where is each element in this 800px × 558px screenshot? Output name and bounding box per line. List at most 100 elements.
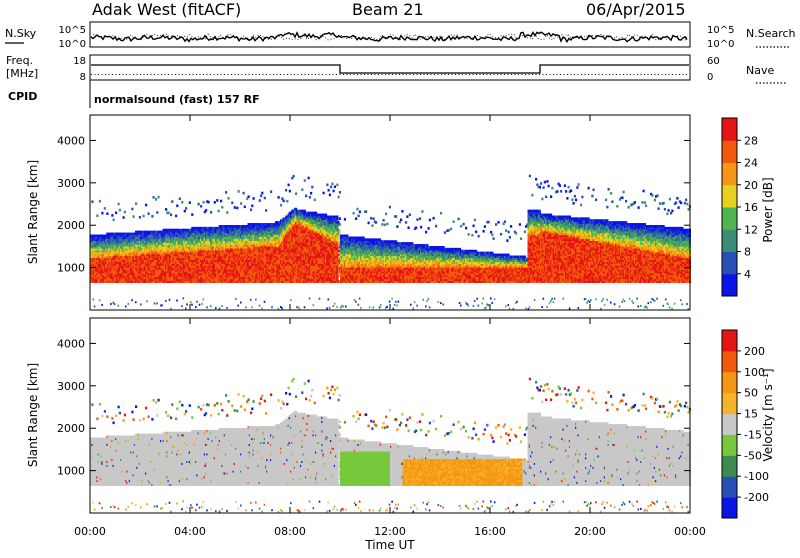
power-cell (154, 303, 156, 305)
power-cell (156, 211, 158, 214)
power-cell (195, 306, 197, 308)
power-cell (260, 195, 262, 198)
power-cell (236, 207, 238, 210)
power-cell (201, 303, 203, 305)
power-cell (270, 190, 272, 193)
power-cell (240, 302, 242, 304)
noise-tick-right-top: 10^5 (707, 25, 734, 36)
power-cell (221, 206, 223, 209)
power-cell (231, 202, 233, 205)
power-cell (191, 213, 193, 216)
power-cell (153, 196, 155, 199)
freq-label-line2: [MHz] (6, 67, 38, 80)
power-cell (200, 205, 202, 208)
power-cell (245, 306, 247, 308)
rti-plot: Adak West (fitACF) Beam 21 06/Apr/2015 N… (0, 0, 800, 554)
freq-tick-bottom: 8 (80, 72, 86, 83)
power-cell (183, 297, 185, 299)
power-cell (169, 299, 171, 301)
freq-frame (90, 55, 690, 80)
power-cell (210, 211, 212, 214)
power-cell (125, 306, 127, 308)
power-cell (93, 299, 95, 301)
power-cell (133, 215, 135, 218)
power-cell (280, 204, 282, 207)
power-cell (216, 199, 218, 202)
freq-label-line1: Freq. (6, 54, 33, 67)
power-cell (111, 214, 113, 217)
power-cell (271, 306, 273, 308)
power-cell (148, 212, 150, 215)
power-cell (208, 201, 210, 204)
power-cell (264, 301, 266, 303)
power-cell (259, 305, 261, 307)
nave-tick-top: 60 (707, 56, 720, 67)
power-cell (255, 299, 257, 301)
power-cell (251, 306, 253, 308)
power-cell (179, 198, 181, 201)
power-cell (119, 209, 121, 212)
cpid-label: CPID (8, 90, 37, 103)
power-cell (288, 184, 290, 187)
power-cell (155, 198, 157, 201)
noise-sky-line (91, 32, 687, 42)
nave-label: Nave (746, 64, 774, 77)
rti-figure: Adak West (fitACF) Beam 21 06/Apr/2015 N… (0, 0, 800, 554)
power-cell (135, 202, 137, 205)
power-cell (281, 307, 283, 309)
power-cell (170, 214, 172, 217)
power-cell (278, 308, 280, 310)
noise-tick-left-bottom: 10^0 (59, 39, 86, 50)
power-cell (124, 211, 126, 214)
noise-panel: N.Sky 10^5 10^0 10^5 10^0 N.Search (5, 22, 796, 50)
power-cell (243, 192, 245, 195)
power-cell (261, 307, 263, 309)
freq-tick-top: 18 (73, 56, 86, 67)
power-heatmap (90, 175, 691, 310)
power-cell (278, 196, 280, 199)
power-cell (131, 208, 133, 211)
freq-trace (91, 65, 689, 73)
power-cell (176, 300, 178, 302)
date-title: 06/Apr/2015 (586, 0, 686, 19)
power-cell (289, 190, 291, 193)
power-cell (250, 209, 252, 212)
power-cell (210, 305, 212, 307)
power-cell (106, 212, 108, 215)
power-cell (264, 197, 266, 200)
noise-frame (90, 22, 690, 47)
power-cell (244, 206, 246, 209)
power-cell (99, 299, 101, 301)
power-cell (145, 204, 147, 207)
noise-sky-label: N.Sky (5, 27, 37, 40)
noise-tick-right-bottom: 10^0 (707, 39, 734, 50)
power-cell (101, 304, 103, 306)
power-cell (118, 305, 120, 307)
power-cell (151, 215, 153, 218)
freq-panel: Freq. [MHz] 18 8 60 0 Nave (6, 54, 786, 83)
power-cell (234, 206, 236, 209)
power-cell (218, 210, 220, 213)
beam-title: Beam 21 (352, 0, 424, 19)
power-cell (114, 303, 116, 305)
power-cell (185, 207, 187, 210)
power-cell (104, 207, 106, 210)
power-cell (205, 209, 207, 212)
power-cell (285, 189, 287, 192)
station-title: Adak West (fitACF) (92, 0, 241, 19)
power-cell (140, 304, 142, 306)
power-cell (94, 306, 96, 308)
power-cell (265, 209, 267, 212)
power-cell (226, 307, 228, 309)
power-cell (128, 303, 130, 305)
power-cell (186, 303, 188, 305)
power-cell (115, 212, 117, 215)
power-cell (156, 302, 158, 304)
noise-tick-left-top: 10^5 (59, 25, 86, 36)
cpid-panel: CPID normalsound (fast) 157 RF (8, 80, 260, 108)
power-cell (181, 201, 183, 204)
power-cell (181, 305, 183, 307)
power-cell (189, 201, 191, 204)
noise-search-label: N.Search (746, 27, 796, 40)
power-cell (146, 300, 148, 302)
